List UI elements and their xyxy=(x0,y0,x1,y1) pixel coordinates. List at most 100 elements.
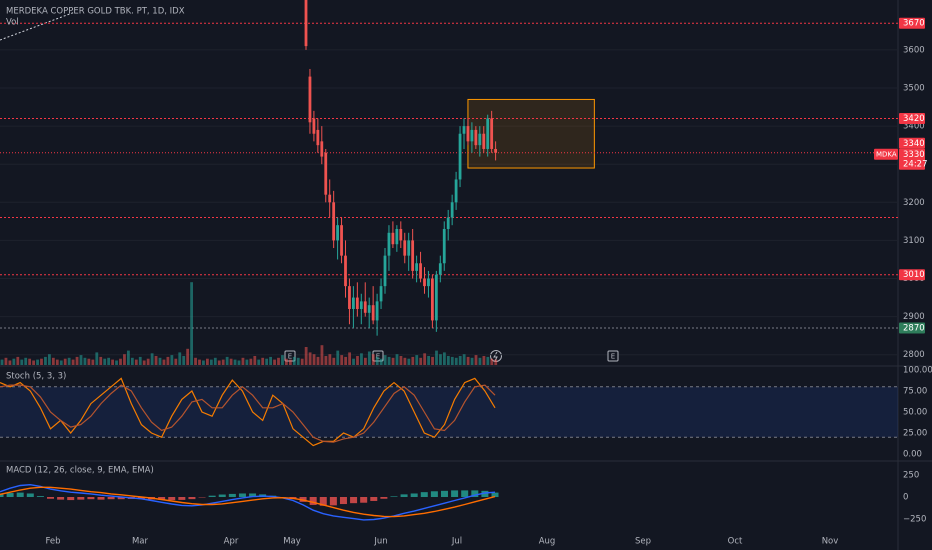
macd-histogram-bar xyxy=(329,496,337,506)
candle-body xyxy=(316,129,320,146)
macd-histogram-bar xyxy=(67,496,75,501)
macd-line xyxy=(0,483,496,521)
volume-bar xyxy=(71,359,75,365)
volume-bar xyxy=(340,355,344,365)
volume-bar xyxy=(99,356,103,365)
candle-body xyxy=(344,255,347,287)
macd-histogram-bar xyxy=(471,490,479,497)
macd-histogram-bar xyxy=(97,496,105,500)
volume-bar xyxy=(435,350,438,365)
candle-body xyxy=(375,301,379,321)
volume-bar xyxy=(324,356,328,365)
candle-body xyxy=(320,141,324,157)
volume-bar xyxy=(20,359,24,365)
volume-bar xyxy=(150,353,154,365)
macd-histogram-bar xyxy=(410,493,418,497)
volume-title: Vol xyxy=(6,18,19,28)
macd-histogram-bar xyxy=(481,490,489,497)
candle-body xyxy=(454,179,458,203)
x-tick-label: Jun xyxy=(373,537,387,547)
y-tick-label: 3400 xyxy=(903,122,925,132)
volume-bar xyxy=(494,359,498,365)
volume-bar xyxy=(12,358,16,365)
macd-histogram-bar xyxy=(0,494,4,497)
x-tick-label: Oct xyxy=(728,537,743,547)
candle-body xyxy=(352,297,355,309)
volume-bar xyxy=(285,358,288,365)
volume-bar xyxy=(423,353,427,365)
macd-histogram-bar xyxy=(360,496,368,503)
volume-bar xyxy=(75,356,79,365)
candle-body xyxy=(423,278,426,287)
price-pane xyxy=(0,0,898,356)
x-tick-label: May xyxy=(283,537,301,547)
macd-histogram-bar xyxy=(188,496,196,500)
volume-bar xyxy=(253,356,257,365)
macd-histogram-bar xyxy=(228,493,236,497)
volume-bar xyxy=(308,352,312,365)
event-label: E xyxy=(288,353,292,361)
volume-bar xyxy=(51,357,55,365)
y-tick-label: 3600 xyxy=(903,45,925,55)
volume-bar xyxy=(411,356,415,365)
stoch-title: Stoch (5, 3, 3) xyxy=(6,372,66,382)
volume-bar xyxy=(213,357,217,365)
range-box xyxy=(467,98,595,169)
volume-bar xyxy=(0,359,4,365)
macd-histogram-bar xyxy=(168,496,176,501)
candle-body xyxy=(486,118,490,149)
x-tick-label: Jul xyxy=(451,537,462,547)
macd-title: MACD (12, 26, close, 9, EMA, EMA) xyxy=(6,466,154,476)
volume-bar xyxy=(186,348,190,365)
candle-body xyxy=(419,263,422,279)
volume-bar xyxy=(194,357,197,365)
volume-bar xyxy=(419,357,423,365)
volume-bar xyxy=(182,356,186,365)
volume-bar xyxy=(439,354,442,365)
level-label: 3420 xyxy=(903,114,925,124)
macd-histogram-bar xyxy=(26,493,34,497)
macd-histogram-bar xyxy=(440,490,448,497)
volume-bar xyxy=(67,357,71,365)
candle-body xyxy=(304,0,308,47)
macd-histogram-bar xyxy=(117,496,125,500)
volume-bar xyxy=(367,351,371,365)
y-tick-label: 3200 xyxy=(903,198,925,208)
volume-bar xyxy=(146,358,150,365)
volume-bar xyxy=(446,356,450,365)
candle-body xyxy=(446,217,450,229)
candle-body xyxy=(403,240,407,256)
macd-histogram-bar xyxy=(339,496,347,505)
volume-bar xyxy=(431,356,434,365)
y-tick-label: 0.00 xyxy=(903,450,922,460)
volume-bar xyxy=(48,354,51,365)
volume-bar xyxy=(16,356,20,365)
volume-bar xyxy=(466,356,470,365)
volume-bar xyxy=(371,354,375,365)
y-tick-label: 2800 xyxy=(903,350,925,360)
macd-histogram-bar xyxy=(461,490,469,497)
volume-bar xyxy=(174,358,178,365)
countdown-label: 24:27 xyxy=(903,159,928,169)
volume-bar xyxy=(454,357,458,365)
volume-bar xyxy=(28,358,32,365)
volume-bar xyxy=(474,355,478,365)
volume-bar xyxy=(32,360,35,365)
macd-histogram-bar xyxy=(430,491,438,497)
stoch-line xyxy=(0,384,496,443)
candle-body xyxy=(359,301,363,309)
macd-histogram-bar xyxy=(47,496,55,499)
macd-histogram-bar xyxy=(451,490,459,497)
volume-bar xyxy=(265,358,269,365)
volume-bar xyxy=(257,359,261,365)
y-tick-label: 3100 xyxy=(903,236,925,246)
volume-bar xyxy=(154,356,158,365)
volume-bar xyxy=(229,358,233,365)
volume-bar xyxy=(87,358,91,365)
macd-histogram-bar xyxy=(87,496,95,500)
macd-histogram-bar xyxy=(370,496,378,501)
macd-histogram-bar xyxy=(390,496,398,497)
x-tick-label: Feb xyxy=(45,537,60,547)
macd-histogram-bar xyxy=(218,494,226,497)
volume-bar xyxy=(170,355,174,365)
